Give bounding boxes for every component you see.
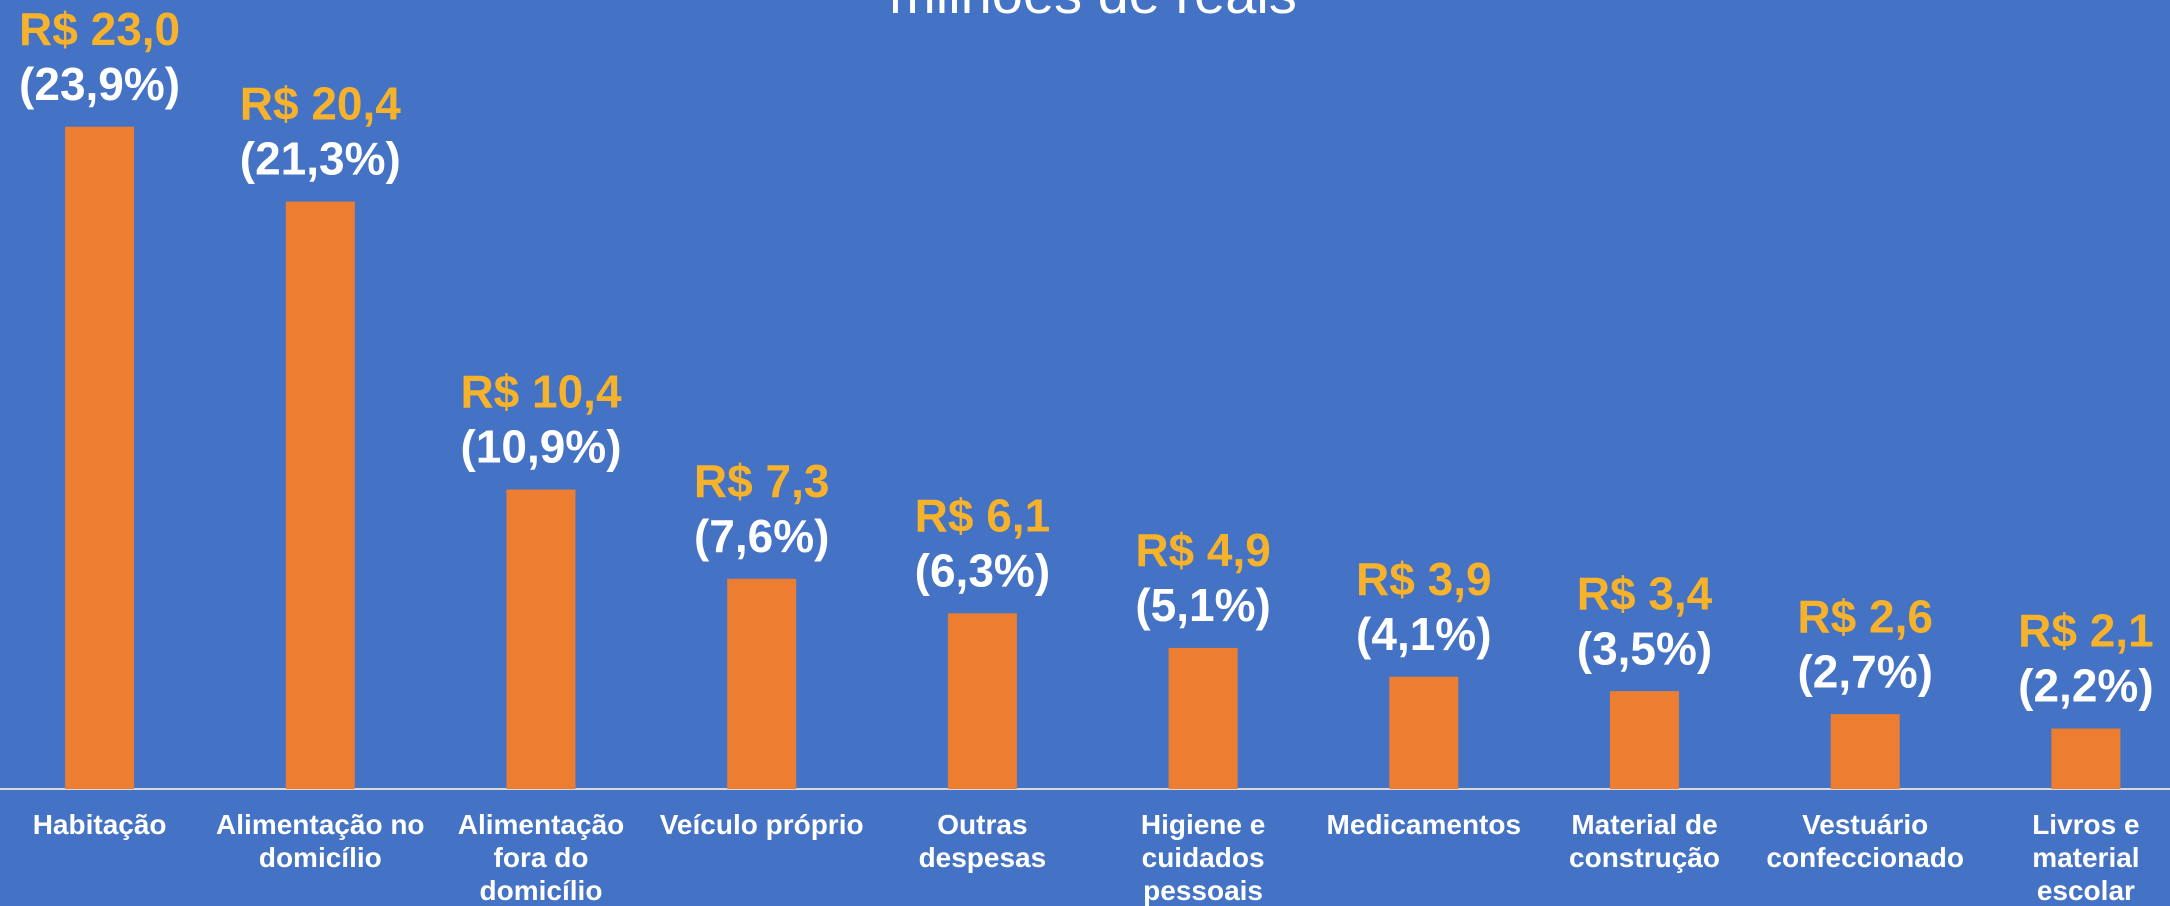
bar	[1610, 691, 1679, 789]
share-label: (2,2%)	[2018, 660, 2153, 712]
x-tick-label: Habitação	[32, 809, 167, 840]
share-label: (7,6%)	[694, 510, 829, 562]
share-label: (23,9%)	[19, 58, 180, 110]
x-tick-label: Outras despesas	[918, 809, 1047, 873]
x-tick-label: Vestuário confeccionado	[1766, 809, 1964, 873]
value-label: R$ 6,1	[915, 490, 1051, 542]
share-label: (2,7%)	[1797, 645, 1932, 697]
x-tick-label: Higiene e cuidados pessoais	[1140, 809, 1266, 906]
x-tick-label: Livros e material escolar	[2032, 809, 2140, 906]
share-label: (3,5%)	[1577, 622, 1712, 674]
value-label: R$ 23,0	[19, 3, 180, 55]
x-tick-label: Alimentação fora do domicílio	[457, 809, 625, 906]
bar	[506, 489, 576, 789]
share-label: (5,1%)	[1135, 579, 1270, 631]
bar	[727, 578, 797, 789]
share-label: (4,1%)	[1356, 608, 1491, 660]
share-label: (21,3%)	[240, 133, 401, 185]
bar	[947, 613, 1017, 789]
x-tick-label: Alimentação no domicílio	[216, 809, 425, 873]
bar	[285, 201, 355, 789]
bar	[2051, 728, 2121, 789]
bar	[65, 126, 135, 789]
value-label: R$ 3,9	[1356, 553, 1492, 605]
bar	[1389, 676, 1459, 789]
share-label: (10,9%)	[460, 421, 621, 473]
value-label: R$ 20,4	[240, 78, 402, 130]
value-label: R$ 7,3	[694, 455, 830, 507]
value-label: R$ 3,4	[1577, 567, 1713, 619]
x-tick-label: Material de construção	[1569, 809, 1720, 873]
value-label: R$ 2,6	[1797, 590, 1933, 642]
bar	[1830, 714, 1900, 789]
value-label: R$ 10,4	[460, 366, 622, 418]
value-label: R$ 4,9	[1135, 524, 1271, 576]
chart-title: milhões de reais	[889, 0, 1297, 25]
x-tick-label: Veículo próprio	[659, 809, 864, 840]
x-tick-label: Medicamentos	[1326, 809, 1522, 840]
bar	[1168, 647, 1238, 789]
value-label: R$ 2,1	[2018, 605, 2154, 657]
share-label: (6,3%)	[915, 545, 1050, 597]
